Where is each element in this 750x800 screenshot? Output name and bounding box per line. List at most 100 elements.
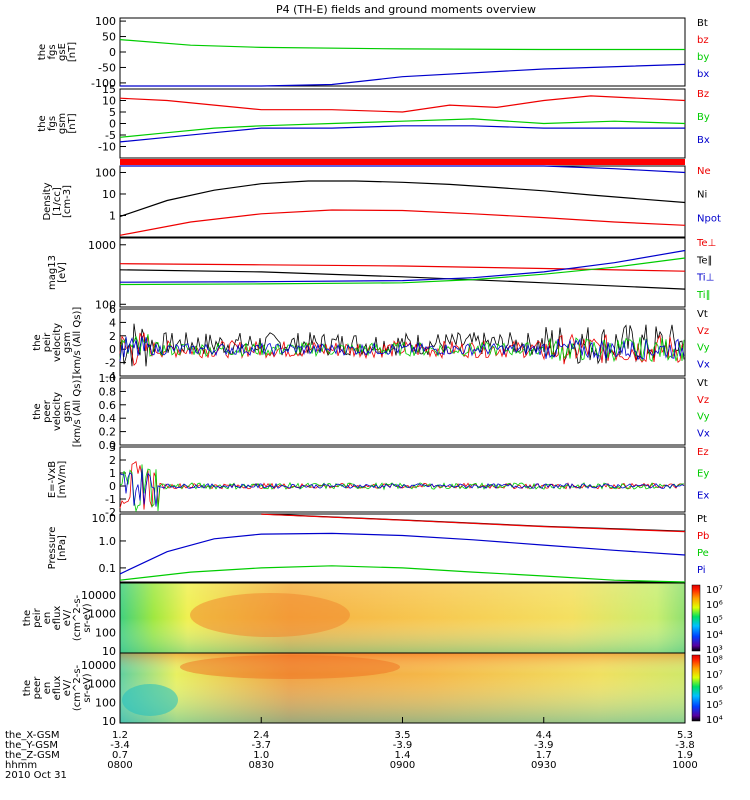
panel-frame xyxy=(119,377,686,446)
x-axis-row-label: the_Z-GSM xyxy=(5,750,60,761)
y-tick-label: 1000 xyxy=(88,608,116,621)
legend-label: Pt xyxy=(697,514,707,525)
legend-label: bz xyxy=(697,35,709,46)
panel-frame xyxy=(119,88,686,159)
y-tick-label: -50 xyxy=(98,61,116,74)
series-line-bx xyxy=(120,63,686,87)
panel-frame xyxy=(119,17,686,87)
y-tick-label: -10 xyxy=(98,141,116,154)
x-axis-value: 0930 xyxy=(531,760,556,771)
colorbar-peir xyxy=(691,584,701,652)
y-tick-label: 10 xyxy=(102,95,116,108)
y-tick-label: 1000 xyxy=(88,678,116,691)
legend-label: Ez xyxy=(697,447,709,458)
y-tick-label: -2 xyxy=(105,506,116,519)
y-tick-label: 10000 xyxy=(81,659,116,672)
y-axis-label: Density[1/cc][cm-3] xyxy=(42,182,73,220)
legend-label: Te⊥ xyxy=(696,238,716,249)
series-line-Ti⊥ xyxy=(119,249,686,283)
panel-frame xyxy=(119,165,686,238)
y-axis-label: thepeirvelocitygsm[km/s (All Qs)] xyxy=(32,307,83,379)
x-axis-value: 1.0 xyxy=(253,750,269,761)
legend-label: by xyxy=(697,52,709,63)
legend-label: Vy xyxy=(697,343,710,354)
colorbar-tick-label: 10⁷ xyxy=(706,585,723,596)
x-axis-date: 2010 Oct 31 xyxy=(5,770,67,781)
colorbar-tick-label: 10⁶ xyxy=(706,600,723,611)
series-line-Bz xyxy=(119,95,686,113)
legend-label: Vx xyxy=(697,359,710,370)
panel-velocity_peer: 1.00.80.60.40.20.0 thepeervelocitygsm[km/… xyxy=(32,372,710,452)
colorbars xyxy=(691,584,701,722)
colorbar-tick-label: 10⁴ xyxy=(706,630,723,641)
x-axis-value: 3.5 xyxy=(395,730,411,741)
panel-frame xyxy=(119,513,686,583)
y-tick-label: 0.0 xyxy=(99,439,117,452)
x-axis-value: 0800 xyxy=(107,760,132,771)
y-tick-label: 1.0 xyxy=(99,535,117,548)
y-tick-label: 0.4 xyxy=(99,412,117,425)
y-tick-label: 0 xyxy=(109,118,116,131)
y-tick-label: 0 xyxy=(109,480,116,493)
y-tick-label: 1000 xyxy=(88,239,116,252)
x-axis-row-label: hhmm xyxy=(5,760,37,771)
y-tick-label: 100 xyxy=(95,626,116,639)
panel-peer_spectrogram: 10000 1000 100 10 thepeerenefluxeV/(cm^2-s-s… xyxy=(22,655,723,728)
series-line-By xyxy=(119,118,686,138)
y-tick-label: 1.0 xyxy=(99,372,117,385)
legend-label: Vz xyxy=(697,326,709,337)
x-axis-value: -3.8 xyxy=(675,740,695,751)
y-axis-label: thefgsgsm[nT] xyxy=(37,113,78,134)
y-tick-label: 10.0 xyxy=(92,512,117,525)
y-axis-label: E=-VxB[mV/m] xyxy=(47,461,68,499)
y-tick-label: 0.2 xyxy=(99,426,117,439)
y-tick-label: 1 xyxy=(109,467,116,480)
x-axis-value: -3.4 xyxy=(110,740,130,751)
y-tick-label: 100 xyxy=(95,166,116,179)
legend-label: Vz xyxy=(697,395,709,406)
legend-label: Ni xyxy=(697,190,707,201)
colorbar-tick-label: 10⁷ xyxy=(706,670,723,681)
series-line-Bx xyxy=(119,125,685,143)
y-axis-label: thepeervelocitygsm[km/s (All Qs)] xyxy=(32,376,83,448)
series-line-Te∥ xyxy=(119,269,686,290)
panel-pressure: 1.0 0.1 10.0 Pressure[nPa] Pt Pb Pe Pi xyxy=(47,512,709,583)
y-tick-label: 0.8 xyxy=(99,385,117,398)
y-tick-label: 0.1 xyxy=(99,562,117,575)
x-axis-labels: the_X-GSM 1.2 2.4 3.5 4.4 5.3 the_Y-GSM -3.4 -3.… xyxy=(5,717,698,781)
panels-group: 100500-50-100thefgsgsE[nT]Btbzbybx151050… xyxy=(22,15,723,728)
quality-flag-bar xyxy=(120,159,685,165)
noise-trace xyxy=(119,332,685,366)
peir-spectrogram xyxy=(119,582,686,654)
x-axis-value: -3.9 xyxy=(393,740,413,751)
legend-label: Pb xyxy=(697,531,709,542)
colorbar-tick-label: 10⁴ xyxy=(706,715,723,726)
series-line-Pe xyxy=(119,565,686,583)
noise-trace xyxy=(119,336,685,362)
y-tick-label: -1 xyxy=(105,493,116,506)
y-tick-label: 3 xyxy=(109,441,116,454)
y-tick-label: 10000 xyxy=(81,589,116,602)
colorbar-peer xyxy=(691,654,701,722)
y-tick-label: 1 xyxy=(109,209,116,222)
legend-label: Bx xyxy=(697,135,710,146)
legend-label: By xyxy=(697,112,710,123)
series-line-Ne xyxy=(119,209,686,236)
legend-label: Ne xyxy=(697,166,711,177)
y-tick-label: 2 xyxy=(109,330,116,343)
y-tick-label: -2 xyxy=(105,357,116,370)
noise-trace xyxy=(119,468,685,507)
x-axis-value: 1.7 xyxy=(536,750,552,761)
y-tick-label: 100 xyxy=(95,696,116,709)
legend-label: bx xyxy=(697,69,709,80)
legend-label: Ex xyxy=(697,490,709,501)
series-line-Npot xyxy=(120,165,686,174)
legend-label: Ti∥ xyxy=(696,290,711,301)
y-axis-label: Pressure[nPa] xyxy=(47,527,68,570)
x-axis-value: 0900 xyxy=(390,760,415,771)
legend-label: Vy xyxy=(697,412,710,423)
